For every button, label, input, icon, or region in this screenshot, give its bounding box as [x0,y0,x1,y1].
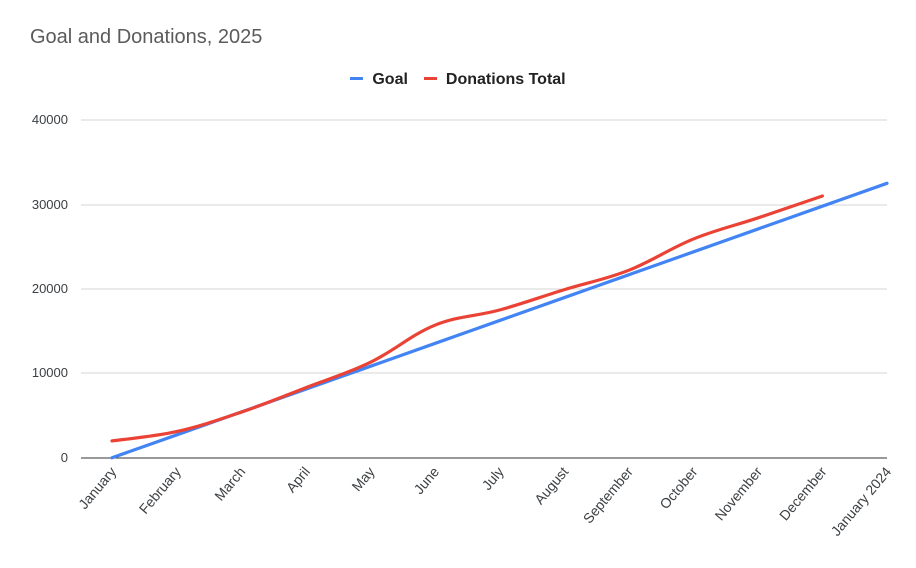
svg-text:10000: 10000 [32,365,68,380]
svg-text:July: July [479,464,507,493]
svg-text:April: April [283,464,313,496]
svg-text:January: January [75,464,119,512]
svg-text:September: September [580,463,636,526]
svg-text:October: October [656,463,700,512]
svg-text:December: December [776,463,830,523]
svg-text:February: February [136,464,184,517]
svg-text:40000: 40000 [32,112,68,127]
svg-text:20000: 20000 [32,281,68,296]
svg-text:June: June [410,463,442,497]
svg-text:0: 0 [61,450,68,465]
svg-text:January 2024: January 2024 [828,463,895,538]
svg-text:30000: 30000 [32,197,68,212]
svg-text:March: March [211,464,248,504]
svg-text:November: November [711,463,765,523]
svg-text:May: May [348,464,377,495]
svg-text:August: August [531,464,571,508]
